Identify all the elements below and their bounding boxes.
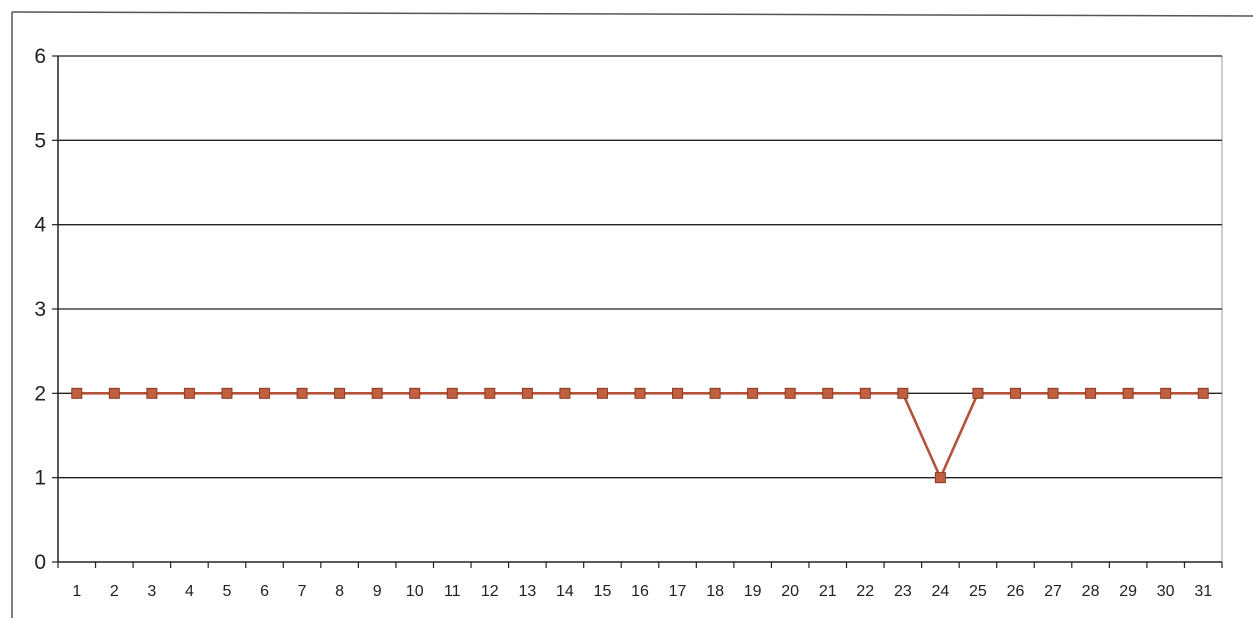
data-point-9 xyxy=(371,387,383,399)
y-tick-label-2: 2 xyxy=(34,382,46,405)
x-tick-label-24: 24 xyxy=(931,583,949,600)
x-tick-label-25: 25 xyxy=(969,583,987,600)
y-tick-label-1: 1 xyxy=(34,467,46,490)
x-tick-label-15: 15 xyxy=(594,583,612,600)
data-point-1 xyxy=(71,387,83,399)
x-tick-label-7: 7 xyxy=(298,583,307,600)
x-tick-label-21: 21 xyxy=(819,583,837,600)
data-point-2 xyxy=(108,387,120,399)
x-tick-labels: 1 2 3 4 5 6 7 8 9 10 11 12 13 14 15 16 17 18 19 20 21 22 23 24 2… xyxy=(72,583,1212,600)
x-tick-label-26: 26 xyxy=(1007,583,1025,600)
data-point-29 xyxy=(1122,387,1134,399)
x-tick-label-23: 23 xyxy=(894,583,912,600)
series-lines xyxy=(76,391,1204,481)
data-point-23 xyxy=(897,387,909,399)
data-point-25 xyxy=(972,387,984,399)
data-point-21 xyxy=(822,387,834,399)
x-tick-label-17: 17 xyxy=(669,583,687,600)
x-tick-label-9: 9 xyxy=(373,583,382,600)
data-point-3 xyxy=(146,387,158,399)
data-point-7 xyxy=(296,387,308,399)
gridlines xyxy=(58,55,1222,479)
data-point-4 xyxy=(183,387,195,399)
x-tick-label-5: 5 xyxy=(223,583,232,600)
x-tick-label-14: 14 xyxy=(556,583,574,600)
x-tick-label-11: 11 xyxy=(444,583,461,600)
x-tick-label-2: 2 xyxy=(110,583,119,600)
data-point-22 xyxy=(859,387,871,399)
data-point-16 xyxy=(634,387,646,399)
x-tick-label-6: 6 xyxy=(260,583,269,600)
x-tick-label-3: 3 xyxy=(147,583,156,600)
y-tick-label-5: 5 xyxy=(34,129,46,152)
chart-frame xyxy=(11,11,1253,618)
data-point-30 xyxy=(1160,387,1172,399)
x-tick-label-1: 1 xyxy=(72,583,81,600)
series-markers xyxy=(71,387,1209,484)
data-point-11 xyxy=(446,387,458,399)
data-point-28 xyxy=(1085,387,1097,399)
data-point-10 xyxy=(409,387,421,399)
data-point-5 xyxy=(221,387,233,399)
data-point-6 xyxy=(259,387,271,399)
x-tick-label-19: 19 xyxy=(744,583,762,600)
x-tick-label-10: 10 xyxy=(406,583,424,600)
y-tick-labels: 0 1 2 3 4 5 6 xyxy=(34,45,46,574)
series-line-0 xyxy=(76,391,1204,481)
axes xyxy=(52,55,1223,568)
x-tick-label-27: 27 xyxy=(1044,583,1062,600)
data-point-26 xyxy=(1009,387,1021,399)
x-tick-label-18: 18 xyxy=(706,583,724,600)
x-tick-label-12: 12 xyxy=(481,583,499,600)
x-tick-label-8: 8 xyxy=(335,583,344,600)
data-point-31 xyxy=(1197,387,1209,399)
data-point-13 xyxy=(521,387,533,399)
x-tick-label-31: 31 xyxy=(1194,583,1212,600)
data-point-12 xyxy=(484,387,496,399)
data-point-18 xyxy=(709,387,721,399)
data-point-20 xyxy=(784,387,796,399)
chart-frame-top xyxy=(11,11,1253,17)
x-tick-label-20: 20 xyxy=(781,583,799,600)
data-point-19 xyxy=(747,387,759,399)
data-point-27 xyxy=(1047,387,1059,399)
y-tick-label-3: 3 xyxy=(34,298,46,321)
data-point-8 xyxy=(334,387,346,399)
x-tick-label-13: 13 xyxy=(518,583,536,600)
x-tick-label-30: 30 xyxy=(1157,583,1175,600)
data-point-17 xyxy=(672,387,684,399)
x-tick-label-29: 29 xyxy=(1119,583,1137,600)
data-point-14 xyxy=(559,387,571,399)
x-tick-label-4: 4 xyxy=(185,583,194,600)
data-point-15 xyxy=(596,387,608,399)
x-tick-label-28: 28 xyxy=(1082,583,1100,600)
data-point-24 xyxy=(934,472,946,484)
y-tick-label-0: 0 xyxy=(34,551,46,574)
y-tick-label-6: 6 xyxy=(34,45,46,68)
y-tick-label-4: 4 xyxy=(34,214,46,237)
x-tick-label-16: 16 xyxy=(631,583,649,600)
x-tick-label-22: 22 xyxy=(856,583,874,600)
